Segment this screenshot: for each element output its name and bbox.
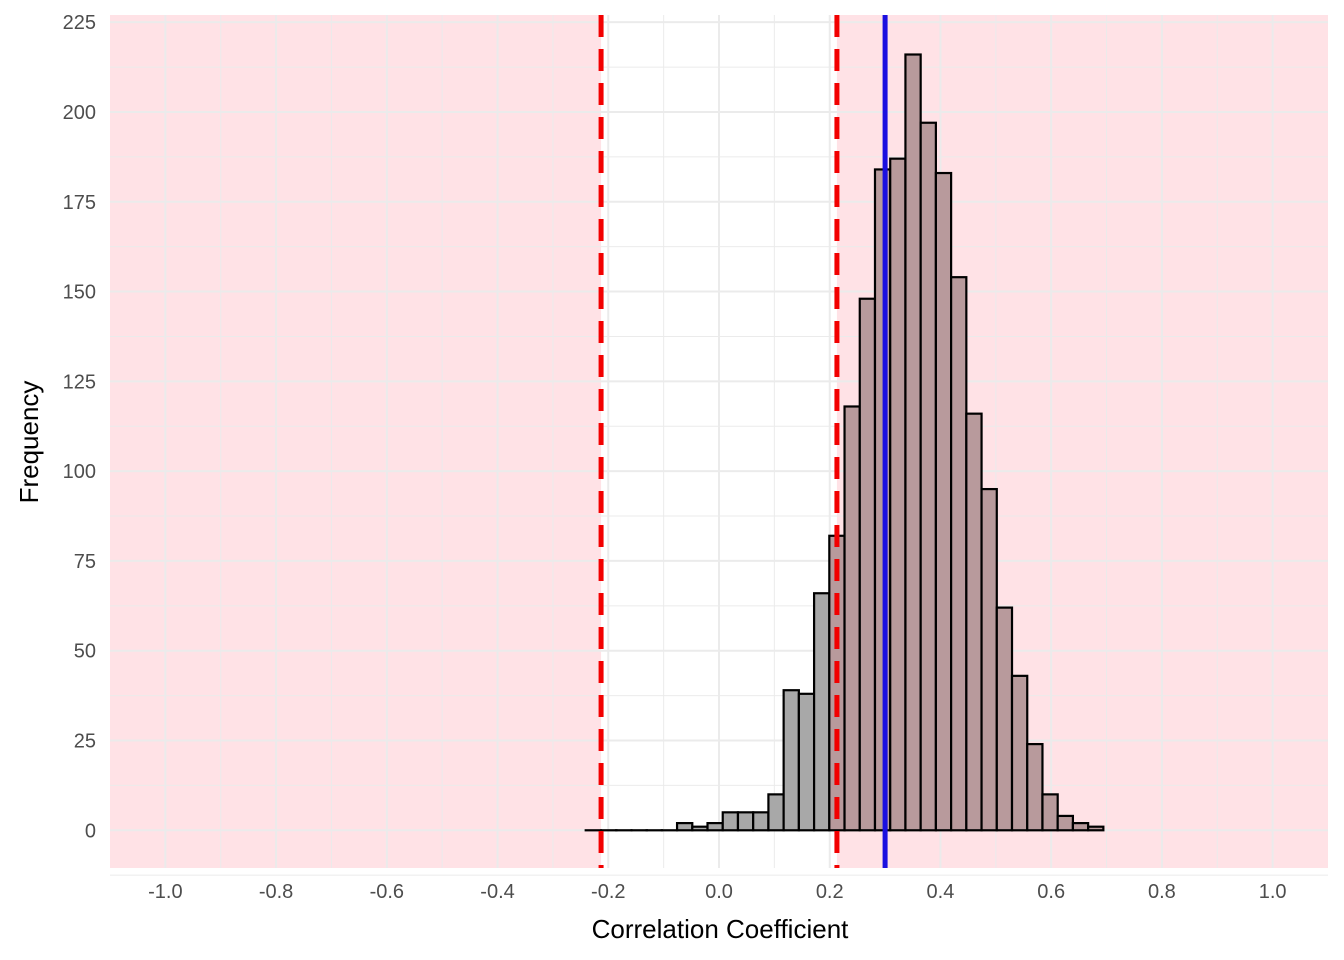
histogram-bar (767, 793, 785, 832)
y-tick-label: 225 (63, 12, 96, 34)
histogram-bar (1087, 825, 1105, 832)
x-axis-title: Correlation Coefficient (592, 914, 850, 944)
histogram-bar (858, 297, 877, 832)
histogram-bar (995, 606, 1014, 832)
histogram-bar (736, 811, 755, 832)
histogram-bar (965, 412, 983, 832)
x-tick-label: 0.4 (927, 881, 955, 903)
histogram-bar (919, 121, 937, 832)
histogram-bar (782, 689, 800, 832)
histogram-bar (1071, 822, 1090, 832)
y-axis-title: Frequency (14, 381, 44, 504)
histogram-bar (1026, 742, 1044, 832)
y-tick-label: 100 (63, 461, 96, 483)
histogram-bar (752, 811, 770, 832)
y-tick-label: 50 (74, 641, 96, 663)
histogram-bar (950, 276, 968, 832)
histogram-bar (812, 592, 831, 832)
histogram-bar (1041, 793, 1059, 832)
histogram-bar (1056, 814, 1075, 832)
x-tick-label: 0.2 (816, 881, 844, 903)
x-tick-label: 0.0 (705, 881, 733, 903)
histogram-bar (721, 811, 740, 832)
x-tick-label: -0.2 (591, 881, 625, 903)
y-tick-label: 175 (63, 192, 96, 214)
y-tick-label: 75 (74, 551, 96, 573)
y-tick-label: 150 (63, 282, 96, 304)
y-tick-label: 25 (74, 730, 96, 752)
histogram-bar (980, 487, 998, 832)
y-tick-label: 0 (85, 820, 96, 842)
x-tick-label: -0.4 (480, 881, 514, 903)
y-tick-label: 200 (63, 102, 96, 124)
histogram-bar (843, 405, 861, 832)
histogram-bar (706, 822, 724, 832)
histogram-bar (904, 53, 922, 832)
x-tick-label: -1.0 (148, 881, 182, 903)
histogram-bar (1010, 674, 1029, 832)
x-tick-label: 0.8 (1148, 881, 1176, 903)
histogram-bar (675, 822, 694, 832)
x-tick-label: 0.6 (1037, 881, 1065, 903)
y-tick-label: 125 (63, 371, 96, 393)
x-tick-label: 1.0 (1259, 881, 1287, 903)
histogram-bar (889, 157, 907, 832)
histogram-bar (797, 692, 816, 832)
x-tick-label: -0.8 (259, 881, 293, 903)
x-tick-label: -0.6 (370, 881, 404, 903)
histogram-bar (691, 825, 709, 832)
histogram-bar (934, 171, 953, 832)
